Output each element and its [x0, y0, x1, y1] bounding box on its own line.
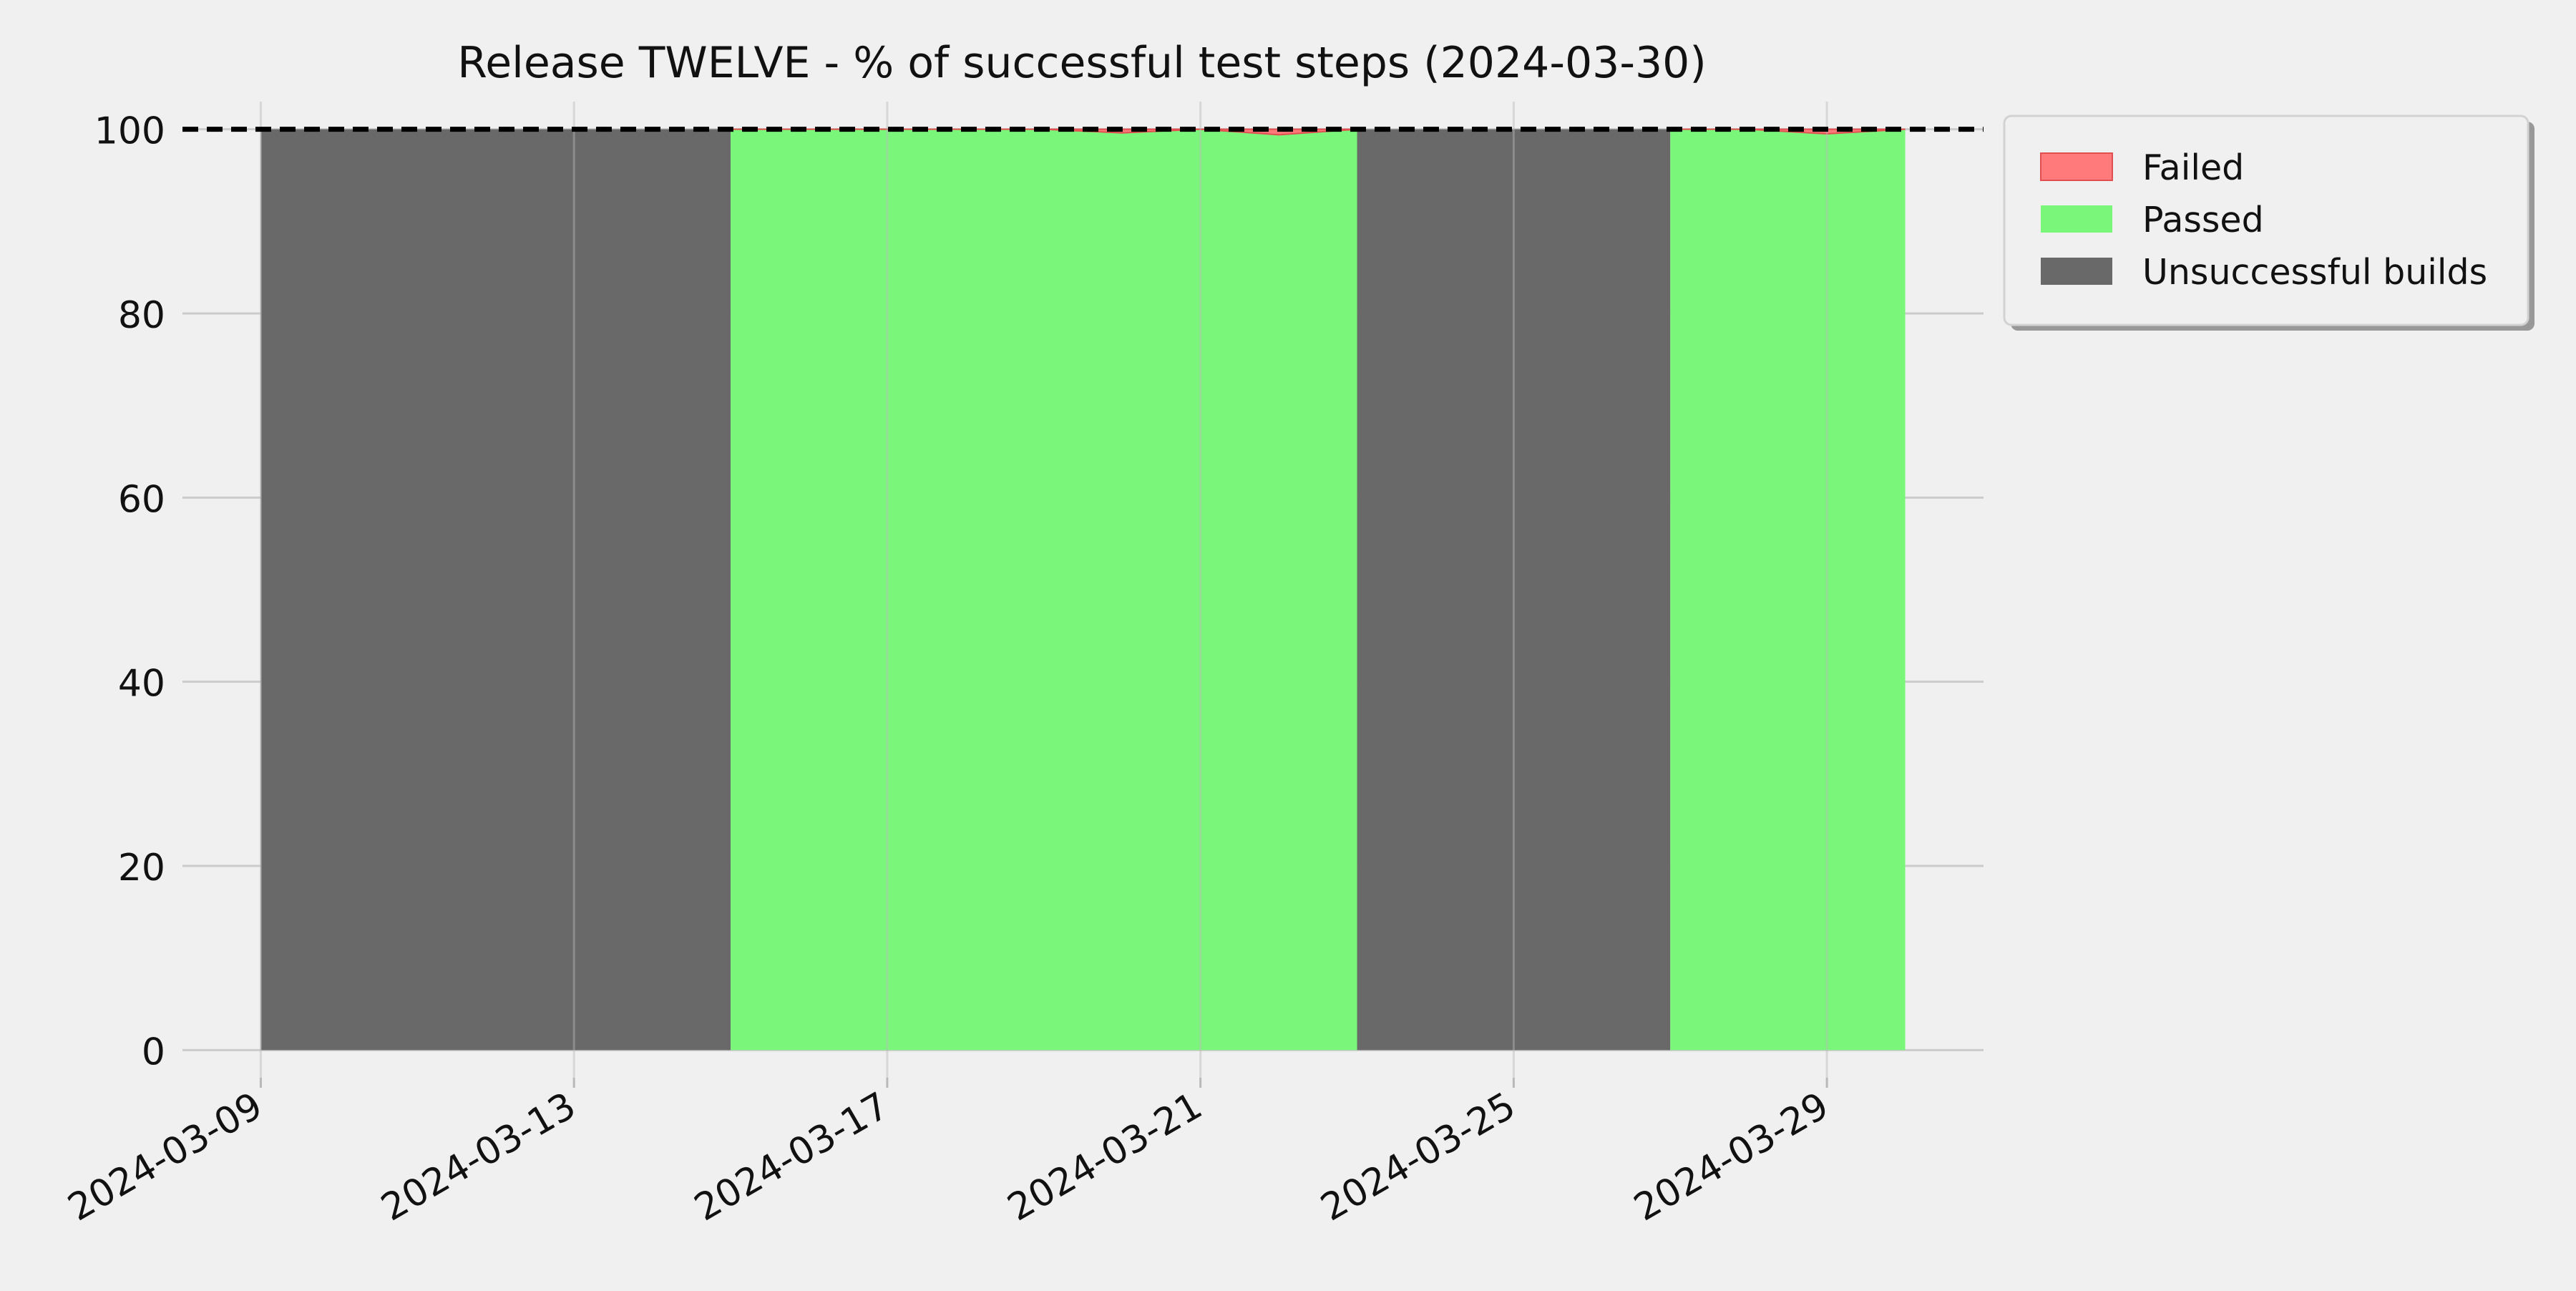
unsuccessful-build-area — [1357, 129, 1671, 1051]
x-axis: 2024-03-09 2024-03-13 2024-03-17 2024-03-21… — [61, 1078, 1836, 1229]
y-tick-label: 60 — [118, 478, 165, 521]
x-tick-label: 2024-03-29 — [1627, 1084, 1836, 1229]
plot-areas — [260, 128, 1906, 1051]
y-tick-label: 100 — [94, 110, 165, 153]
x-tick-label: 2024-03-21 — [1000, 1084, 1209, 1229]
passed-area — [1670, 129, 1906, 1051]
y-axis: 0 20 40 60 80 100 — [94, 110, 165, 1074]
legend-swatch — [2040, 152, 2113, 181]
x-tick-label: 2024-03-09 — [61, 1084, 270, 1229]
chart-title: Release TWELVE - % of successful test st… — [457, 38, 1706, 88]
passed-area — [731, 129, 1357, 1051]
legend-label: Failed — [2142, 147, 2244, 188]
legend-swatch — [2041, 258, 2112, 285]
vertical-gridlines — [259, 102, 1828, 1078]
y-tick-label: 80 — [118, 294, 165, 337]
y-tick-label: 20 — [118, 847, 165, 890]
y-tick-label: 0 — [142, 1031, 165, 1073]
legend-swatch — [2041, 205, 2112, 233]
unsuccessful-build-area — [260, 129, 731, 1051]
legend-label: Passed — [2142, 200, 2264, 240]
x-tick-label: 2024-03-17 — [688, 1084, 897, 1229]
legend: Failed Passed Unsuccessful builds — [2003, 115, 2534, 331]
legend-label: Unsuccessful builds — [2142, 252, 2487, 293]
y-tick-label: 40 — [118, 663, 165, 706]
x-tick-label: 2024-03-25 — [1314, 1084, 1523, 1229]
legend-box — [2003, 115, 2529, 326]
x-tick-label: 2024-03-13 — [374, 1084, 583, 1229]
